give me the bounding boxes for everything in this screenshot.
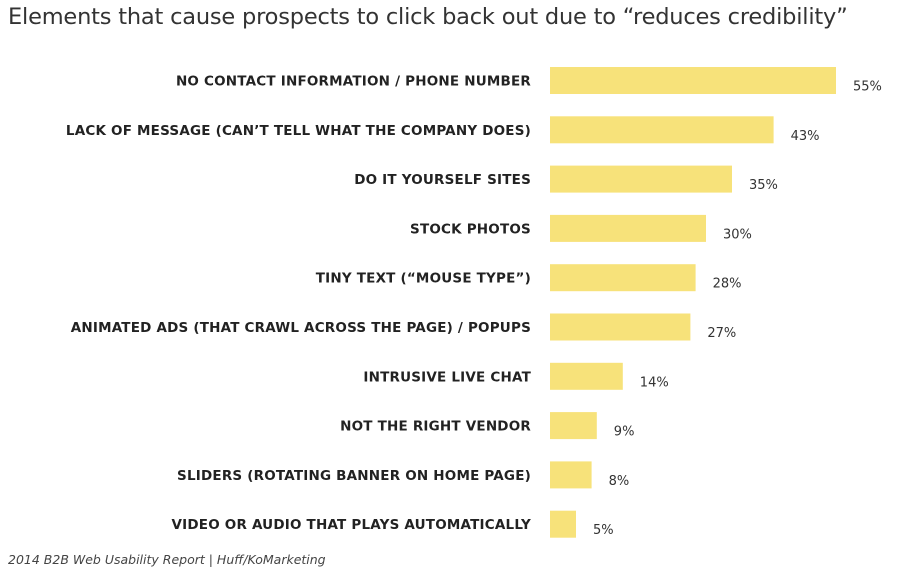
value-label: 27% <box>707 326 736 341</box>
category-label: INTRUSIVE LIVE CHAT <box>363 369 531 385</box>
bars <box>550 67 836 538</box>
source-note: 2014 B2B Web Usability Report | Huff/KoM… <box>8 552 326 567</box>
value-label: 14% <box>640 375 669 390</box>
category-label: NOT THE RIGHT VENDOR <box>340 419 531 435</box>
value-label: 35% <box>749 178 778 193</box>
bar <box>550 461 592 489</box>
bar <box>550 412 597 440</box>
value-label: 30% <box>723 227 752 242</box>
value-label: 9% <box>614 425 635 440</box>
bar <box>550 67 836 94</box>
value-label: 8% <box>609 474 630 489</box>
bar <box>550 510 576 538</box>
bar <box>550 313 691 341</box>
value-label: 28% <box>713 277 742 292</box>
category-labels: NO CONTACT INFORMATION / PHONE NUMBER LAC… <box>66 74 532 534</box>
category-label: TINY TEXT (“MOUSE TYPE”) <box>316 271 531 287</box>
bar <box>550 165 732 193</box>
bar <box>550 264 696 292</box>
bar <box>550 362 623 390</box>
chart-title: Elements that cause prospects to click b… <box>8 4 848 30</box>
category-label: LACK OF MESSAGE (CAN’T TELL WHAT THE COM… <box>66 123 531 139</box>
bar <box>550 116 774 144</box>
value-labels: 55% 43% 35% 30% 28% 27% 14% 9% 8% 5% <box>593 80 882 539</box>
bar <box>550 214 706 242</box>
category-label: NO CONTACT INFORMATION / PHONE NUMBER <box>176 74 531 90</box>
value-label: 55% <box>853 80 882 95</box>
category-label: ANIMATED ADS (THAT CRAWL ACROSS THE PAGE… <box>71 320 531 336</box>
category-label: DO IT YOURSELF SITES <box>354 172 531 188</box>
category-label: VIDEO OR AUDIO THAT PLAYS AUTOMATICALLY <box>172 517 532 533</box>
category-label: SLIDERS (ROTATING BANNER ON HOME PAGE) <box>177 468 531 484</box>
value-label: 5% <box>593 523 614 538</box>
value-label: 43% <box>791 129 820 144</box>
category-label: STOCK PHOTOS <box>410 221 531 237</box>
